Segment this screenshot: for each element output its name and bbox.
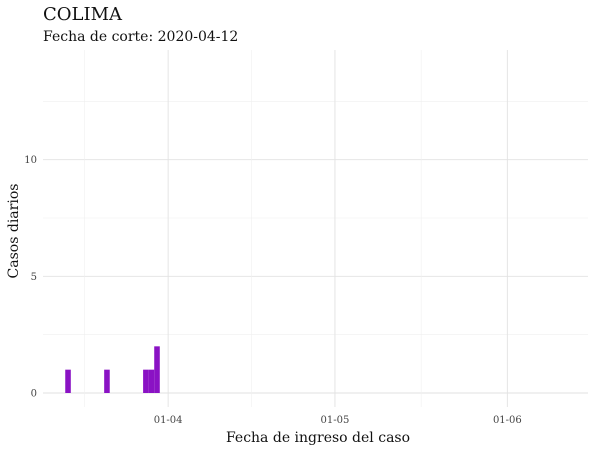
y-tick-0: 0 [31, 389, 37, 400]
x-tick-labels: 01-04 01-05 01-06 [154, 415, 522, 426]
y-axis-title: Casos diarios [6, 184, 22, 279]
x-tick-01-06: 01-06 [493, 415, 522, 426]
x-tick-01-04: 01-04 [154, 415, 183, 426]
y-tick-10: 10 [24, 155, 37, 166]
x-tick-01-05: 01-05 [321, 415, 350, 426]
x-axis-title: Fecha de ingreso del caso [226, 430, 410, 446]
bar-2020-03-28 [143, 370, 149, 393]
bar-2020-03-21 [104, 370, 110, 393]
bar-series [65, 346, 160, 393]
grid-lines [43, 50, 588, 407]
bar-2020-03-30 [154, 346, 160, 393]
y-tick-5: 5 [31, 272, 37, 283]
y-tick-labels: 0 5 10 [24, 155, 37, 399]
bar-2020-03-14 [65, 370, 71, 393]
bar-2020-03-29 [149, 370, 155, 393]
